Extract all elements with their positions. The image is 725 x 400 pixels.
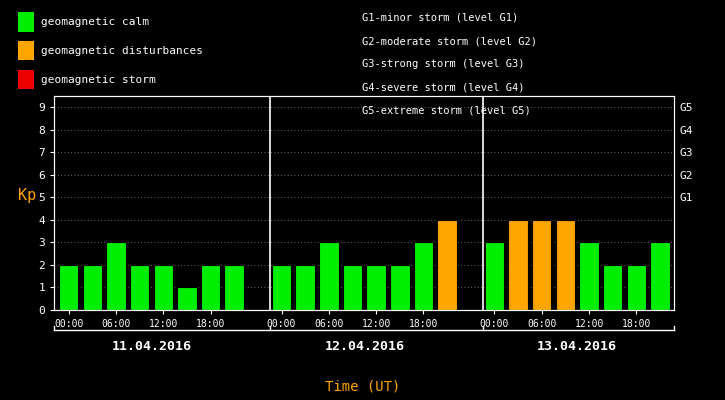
Bar [177, 288, 196, 310]
Text: 12.04.2016: 12.04.2016 [324, 340, 405, 352]
Text: geomagnetic disturbances: geomagnetic disturbances [41, 46, 203, 56]
Bar [603, 265, 623, 310]
Bar [437, 220, 457, 310]
Bar [626, 265, 646, 310]
Bar [485, 242, 504, 310]
Bar [343, 265, 362, 310]
Bar [508, 220, 528, 310]
Bar [83, 265, 102, 310]
Bar [201, 265, 220, 310]
Bar [390, 265, 410, 310]
Bar [225, 265, 244, 310]
Bar [579, 242, 599, 310]
Bar [106, 242, 125, 310]
Bar [414, 242, 433, 310]
Text: G5-extreme storm (level G5): G5-extreme storm (level G5) [362, 106, 531, 116]
Bar [296, 265, 315, 310]
Bar [272, 265, 291, 310]
Text: Time (UT): Time (UT) [325, 379, 400, 393]
Bar [59, 265, 78, 310]
Bar [556, 220, 575, 310]
Text: G3-strong storm (level G3): G3-strong storm (level G3) [362, 60, 525, 70]
Y-axis label: Kp: Kp [18, 188, 36, 203]
Text: 11.04.2016: 11.04.2016 [112, 340, 191, 352]
Text: geomagnetic storm: geomagnetic storm [41, 74, 156, 85]
Text: 13.04.2016: 13.04.2016 [537, 340, 617, 352]
Text: G2-moderate storm (level G2): G2-moderate storm (level G2) [362, 36, 537, 46]
Text: G1-minor storm (level G1): G1-minor storm (level G1) [362, 13, 519, 23]
Bar [154, 265, 173, 310]
Bar [366, 265, 386, 310]
Text: G4-severe storm (level G4): G4-severe storm (level G4) [362, 83, 525, 93]
Bar [130, 265, 149, 310]
Text: geomagnetic calm: geomagnetic calm [41, 17, 149, 27]
Bar [319, 242, 339, 310]
Bar [532, 220, 552, 310]
Bar [650, 242, 670, 310]
